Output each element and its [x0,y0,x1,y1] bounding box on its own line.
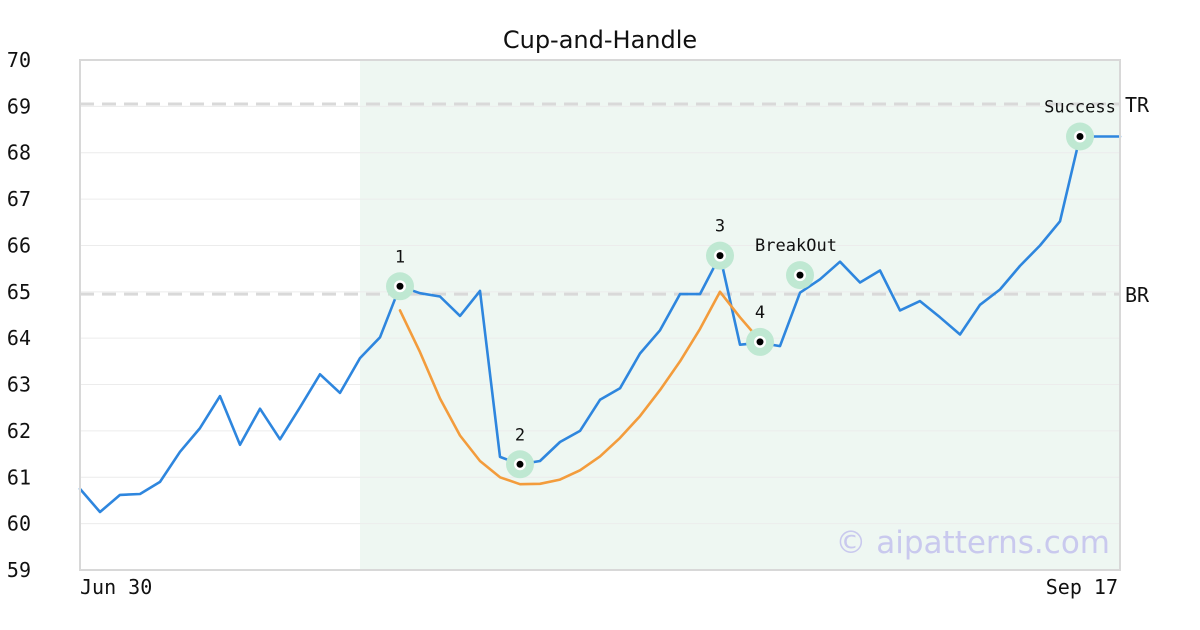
y-tick-label: 65 [7,280,31,304]
highlight-region [360,60,1120,570]
level-label-br: BR [1125,283,1150,307]
cup-curve-line [398,290,762,486]
marker-dot [716,252,724,260]
marker-dot [796,271,804,279]
marker-4: 4 [746,303,774,356]
marker-label: Success [1044,98,1116,118]
grid-lines [80,105,1120,525]
pattern-markers: 1 2 3 4 BreakOut Success [386,98,1116,479]
y-tick-label: 67 [7,187,31,211]
y-tick-label: 63 [7,373,31,397]
y-tick-label: 60 [7,512,31,536]
marker-dot [756,338,764,346]
y-tick-label: 62 [7,419,31,443]
marker-dot [516,460,524,468]
watermark: © aipatterns.com [835,525,1110,561]
marker-label: 2 [515,425,525,445]
marker-dot [396,282,404,290]
marker-dot [1076,133,1084,140]
y-tick-label: 69 [7,94,31,118]
marker-label: 3 [715,217,725,237]
level-lines: TR BR [80,93,1150,307]
y-tick-label: 66 [7,233,31,257]
y-axis-ticks: 70 69 68 67 66 65 64 63 62 61 60 59 [7,48,31,582]
x-tick-label-start: Jun 30 [80,575,152,599]
marker-2: 2 [506,425,534,479]
level-label-tr: TR [1125,93,1150,117]
y-tick-label: 70 [7,48,31,72]
y-tick-label: 64 [7,326,31,350]
marker-success: Success [1044,98,1116,151]
marker-label: BreakOut [755,236,837,256]
y-tick-label: 68 [7,141,31,165]
y-tick-label: 61 [7,465,31,489]
marker-1: 1 [386,247,414,301]
plot-frame [79,59,1121,571]
x-axis-ticks: Jun 30 Sep 17 [80,575,1118,599]
chart-title: Cup-and-Handle [503,26,697,54]
y-tick-label: 59 [7,558,31,582]
marker-label: 4 [755,303,765,323]
marker-3: 3 [706,217,734,270]
marker-breakout: BreakOut [755,236,837,290]
marker-label: 1 [395,247,405,267]
x-tick-label-end: Sep 17 [1046,575,1118,599]
price-line [78,135,1122,514]
series-lines [78,135,1122,514]
